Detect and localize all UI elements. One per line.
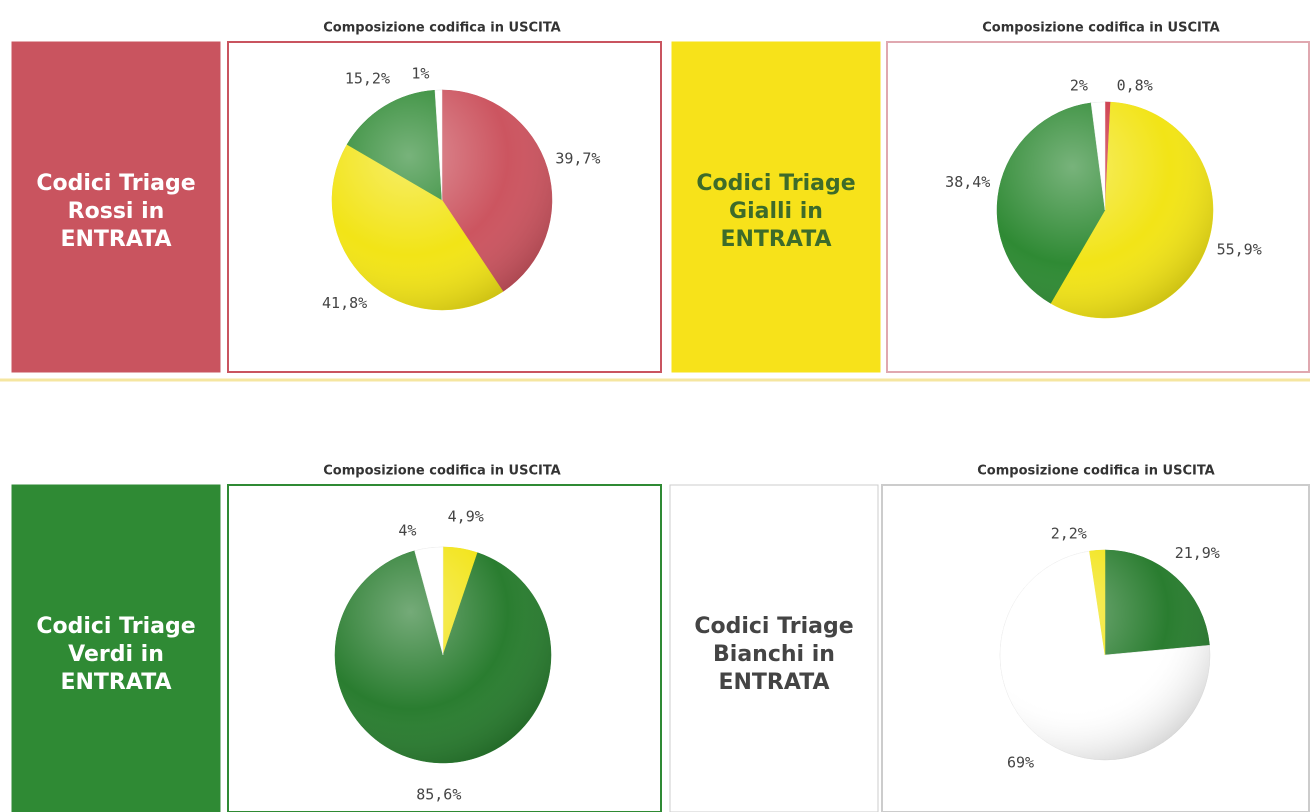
value-label: 69% bbox=[1007, 753, 1034, 771]
chart-title: Composizione codifica in USCITA bbox=[323, 21, 561, 36]
value-label: 1% bbox=[411, 65, 429, 83]
value-label: 41,8% bbox=[322, 294, 367, 312]
value-label: 2% bbox=[1070, 77, 1088, 95]
side-label: Rossi in bbox=[68, 199, 165, 224]
side-label: ENTRATA bbox=[60, 227, 171, 252]
chart-title: Composizione codifica in USCITA bbox=[982, 21, 1220, 36]
side-panel bbox=[669, 484, 879, 812]
value-label: 2,2% bbox=[1051, 525, 1087, 543]
value-label: 55,9% bbox=[1217, 240, 1262, 258]
side-label: Codici Triage bbox=[36, 171, 195, 196]
chart-title: Composizione codifica in USCITA bbox=[977, 464, 1215, 479]
side-label: Gialli in bbox=[729, 199, 823, 224]
value-label: 21,9% bbox=[1175, 544, 1220, 562]
side-label: Verdi in bbox=[68, 642, 164, 667]
value-label: 15,2% bbox=[345, 70, 390, 88]
value-label: 38,4% bbox=[945, 173, 990, 191]
value-label: 4% bbox=[398, 522, 416, 540]
side-panel bbox=[671, 41, 881, 373]
value-label: 4,9% bbox=[448, 507, 484, 525]
side-label: Bianchi in bbox=[713, 642, 835, 667]
side-label: Codici Triage bbox=[36, 614, 195, 639]
side-label: Codici Triage bbox=[694, 614, 853, 639]
chart-title: Composizione codifica in USCITA bbox=[323, 464, 561, 479]
side-panel bbox=[11, 41, 221, 373]
side-panel bbox=[11, 484, 221, 812]
value-label: 0,8% bbox=[1117, 77, 1153, 95]
side-label: Codici Triage bbox=[696, 171, 855, 196]
side-label: ENTRATA bbox=[720, 227, 831, 252]
side-label: ENTRATA bbox=[60, 670, 171, 695]
side-label: ENTRATA bbox=[718, 670, 829, 695]
value-label: 39,7% bbox=[555, 149, 600, 167]
value-label: 85,6% bbox=[416, 785, 461, 803]
